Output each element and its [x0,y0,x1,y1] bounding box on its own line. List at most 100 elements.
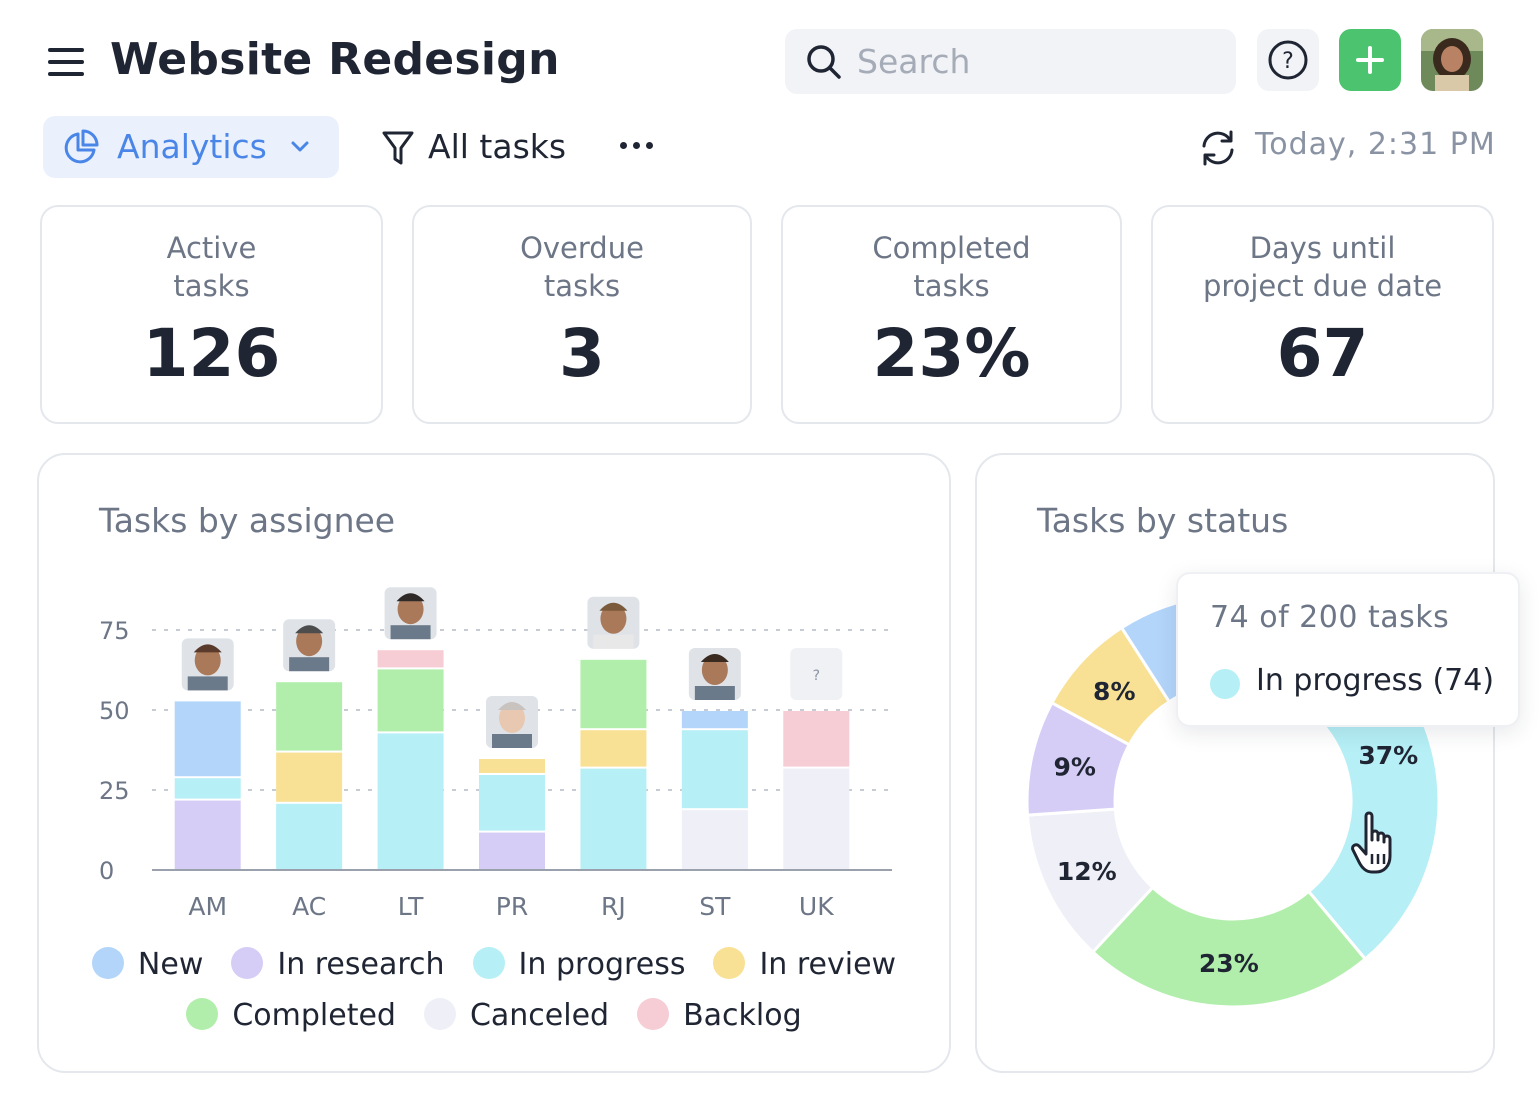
assignee-avatar[interactable] [688,648,741,700]
stat-value: 3 [559,315,605,392]
assignee-avatar[interactable] [384,587,437,640]
stat-label: Completed tasks [872,231,1031,303]
donut-slice-completed[interactable] [1090,885,1368,1009]
bar-segment-canceled[interactable] [681,810,748,869]
bar-segment-in-progress[interactable] [681,730,748,809]
filter-funnel-icon [382,131,414,165]
refresh-icon[interactable] [1196,126,1240,170]
stat-card-completed-tasks: Completed tasks 23% [781,205,1122,424]
tooltip-summary: 74 of 200 tasks [1210,600,1450,635]
bar-segment-in-progress[interactable] [580,768,647,869]
hamburger-menu-icon[interactable] [46,44,86,80]
assignee-avatar[interactable] [181,638,234,691]
bar-segment-new[interactable] [174,701,241,777]
legend-swatch [186,997,219,1030]
hand-pointer-cursor-icon [1351,811,1392,874]
legend-label: In review [759,947,897,982]
chevron-down-icon [291,141,309,152]
y-tick-label: 25 [99,777,130,805]
chart-title: Tasks by status [1037,501,1289,540]
slice-label: 37% [1358,741,1418,770]
bar-segment-backlog[interactable] [783,711,850,767]
search-input[interactable] [857,39,1217,83]
bar-segment-completed[interactable] [377,669,444,732]
bar-segment-in-progress[interactable] [377,733,444,869]
chart-title: Tasks by assignee [99,501,396,540]
tasks-by-assignee-chart: 0 25 50 75 AM AC LT PR RJ ST UK? [99,587,892,921]
x-tick-label: UK [799,892,834,921]
filter-label: All tasks [428,127,567,166]
stat-value: 23% [872,315,1031,392]
assignee-avatar[interactable]: ? [790,648,843,700]
stat-card-days-until-due: Days until project due date 67 [1151,205,1494,424]
bar-segment-in-research[interactable] [479,832,545,869]
legend-item-completed[interactable]: Completed [186,997,396,1033]
legend-swatch [472,946,505,979]
bar-segment-in-review[interactable] [580,730,647,767]
x-tick-label: AM [188,892,227,921]
view-selector-label: Analytics [117,127,267,166]
bar-segment-in-review[interactable] [479,759,545,773]
add-button[interactable] [1339,29,1401,91]
stat-value: 67 [1276,315,1369,392]
legend-swatch [713,946,746,979]
slice-label: 23% [1199,949,1259,978]
search-icon [807,45,841,79]
bar-segment-in-review[interactable] [276,752,343,802]
bar-segment-completed[interactable] [580,659,647,729]
y-tick-label: 50 [99,697,130,725]
legend-item-in-progress[interactable]: In progress [472,946,686,982]
stat-label: Days until project due date [1202,231,1443,303]
assignee-avatar[interactable] [283,619,336,672]
slice-label: 12% [1057,857,1117,886]
x-tick-label: LT [398,892,424,921]
legend-item-new[interactable]: New [91,946,203,982]
tooltip-label: In progress (74) [1256,663,1495,698]
x-tick-label: PR [496,892,528,921]
legend-swatch [231,946,264,979]
legend-label: In progress [518,947,686,982]
legend-label: Canceled [469,998,610,1033]
y-tick-label: 0 [99,857,114,885]
more-options-icon[interactable] [612,126,662,166]
view-selector-analytics[interactable]: Analytics [43,116,339,178]
chart-tooltip: 74 of 200 tasks In progress (74) [1176,572,1520,727]
search-box[interactable] [785,29,1236,94]
chart-legend-row: New In research In progress In review [39,946,949,982]
bar-segment-in-research[interactable] [174,800,241,869]
user-avatar[interactable] [1421,29,1483,91]
tasks-by-status-panel: Tasks by status 37% 23% 12% 9% 8% [975,453,1495,1073]
help-button[interactable]: ? [1257,29,1319,91]
chart-legend-row: Completed Canceled Backlog [39,997,949,1033]
legend-item-backlog[interactable]: Backlog [637,997,802,1033]
tasks-by-assignee-panel: Tasks by assignee 0 25 50 75 AM AC LT PR RJ ST UK?… [37,453,951,1073]
bar-segment-completed[interactable] [276,682,343,751]
legend-item-canceled[interactable]: Canceled [423,997,610,1033]
slice-label: 8% [1093,677,1135,706]
x-tick-label: ST [699,892,731,921]
plus-icon [1356,46,1384,74]
bar-segment-in-progress[interactable] [479,775,545,831]
legend-item-in-research[interactable]: In research [231,946,445,982]
y-tick-label: 75 [99,617,130,645]
stat-value: 126 [142,315,281,392]
bar-segment-canceled[interactable] [783,768,850,869]
bar-segment-backlog[interactable] [377,650,444,668]
legend-swatch [637,997,670,1030]
pie-chart-icon [64,129,99,164]
x-tick-label: RJ [601,892,626,921]
assignee-avatar[interactable] [486,696,538,748]
legend-label: Completed [232,998,396,1033]
bar-segment-in-progress[interactable] [276,803,343,869]
assignee-avatar[interactable] [587,596,640,649]
x-tick-label: AC [292,892,326,921]
legend-item-in-review[interactable]: In review [713,946,897,982]
bar-segment-new[interactable] [681,711,748,729]
last-refresh-time: Today, 2:31 PM [1255,127,1496,162]
slice-label: 9% [1053,753,1095,782]
stat-label: Overdue tasks [520,231,644,303]
tooltip-color-dot [1210,669,1240,699]
stat-card-overdue-tasks: Overdue tasks 3 [412,205,752,424]
bar-segment-in-progress[interactable] [174,778,241,799]
